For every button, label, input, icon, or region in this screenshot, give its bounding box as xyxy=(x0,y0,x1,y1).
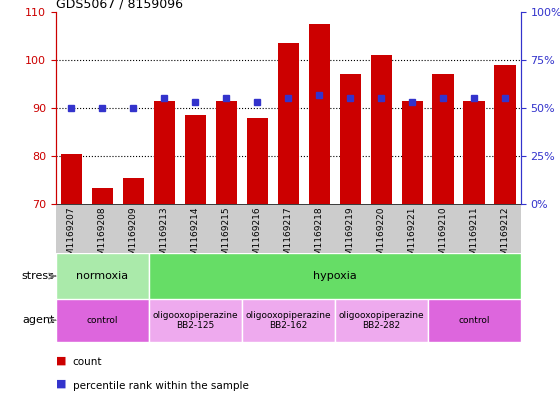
Text: GSM1169215: GSM1169215 xyxy=(222,207,231,268)
Bar xyxy=(216,101,237,204)
Bar xyxy=(371,55,392,204)
Text: GSM1169221: GSM1169221 xyxy=(408,207,417,267)
Text: GSM1169208: GSM1169208 xyxy=(98,207,107,268)
Text: GSM1169217: GSM1169217 xyxy=(284,207,293,268)
Text: oligooxopiperazine
BB2-162: oligooxopiperazine BB2-162 xyxy=(246,310,331,330)
Bar xyxy=(185,115,206,204)
Text: GSM1169209: GSM1169209 xyxy=(129,207,138,268)
Bar xyxy=(432,74,454,204)
Text: oligooxopiperazine
BB2-125: oligooxopiperazine BB2-125 xyxy=(153,310,238,330)
Bar xyxy=(149,253,521,299)
Text: GDS5067 / 8159096: GDS5067 / 8159096 xyxy=(56,0,183,11)
Text: percentile rank within the sample: percentile rank within the sample xyxy=(73,381,249,391)
Text: ■: ■ xyxy=(56,379,67,389)
Text: count: count xyxy=(73,358,102,367)
Bar xyxy=(278,43,299,204)
Bar xyxy=(428,299,521,342)
Text: GSM1169218: GSM1169218 xyxy=(315,207,324,268)
Text: stress: stress xyxy=(22,271,54,281)
Text: GSM1169220: GSM1169220 xyxy=(377,207,386,267)
Bar xyxy=(339,74,361,204)
Bar xyxy=(60,154,82,204)
Bar xyxy=(335,299,428,342)
Text: agent: agent xyxy=(22,315,54,325)
Bar xyxy=(402,101,423,204)
Bar xyxy=(149,299,242,342)
Text: oligooxopiperazine
BB2-282: oligooxopiperazine BB2-282 xyxy=(339,310,424,330)
Bar xyxy=(464,101,485,204)
Bar xyxy=(56,253,149,299)
Text: ■: ■ xyxy=(56,356,67,365)
Bar xyxy=(92,187,113,204)
Bar xyxy=(494,65,516,204)
Bar xyxy=(153,101,175,204)
Bar xyxy=(242,299,335,342)
Text: GSM1169214: GSM1169214 xyxy=(191,207,200,267)
Text: GSM1169212: GSM1169212 xyxy=(501,207,510,267)
Text: GSM1169213: GSM1169213 xyxy=(160,207,169,268)
Text: control: control xyxy=(87,316,118,325)
Text: hypoxia: hypoxia xyxy=(313,271,357,281)
Text: control: control xyxy=(459,316,490,325)
Bar xyxy=(123,178,144,204)
Text: GSM1169211: GSM1169211 xyxy=(470,207,479,268)
Text: GSM1169219: GSM1169219 xyxy=(346,207,355,268)
Text: GSM1169216: GSM1169216 xyxy=(253,207,262,268)
Bar xyxy=(56,299,149,342)
Bar xyxy=(309,24,330,204)
Bar xyxy=(246,118,268,204)
Text: GSM1169210: GSM1169210 xyxy=(439,207,448,268)
Text: GSM1169207: GSM1169207 xyxy=(67,207,76,268)
Text: normoxia: normoxia xyxy=(76,271,129,281)
